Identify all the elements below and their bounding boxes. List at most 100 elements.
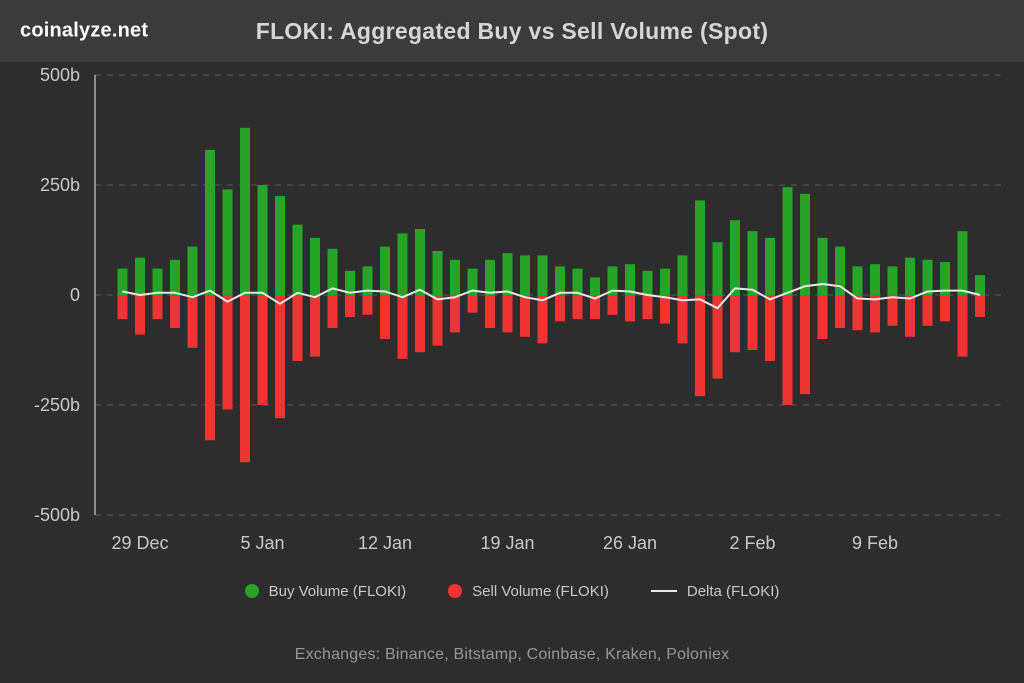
header: coinalyze.net FLOKI: Aggregated Buy vs S… bbox=[0, 0, 1024, 62]
buy-bar bbox=[292, 224, 303, 295]
brand-logo[interactable]: coinalyze.net bbox=[20, 19, 149, 42]
sell-bar bbox=[800, 295, 810, 394]
buy-volume-swatch-icon bbox=[244, 584, 259, 598]
buy-bar bbox=[572, 268, 583, 295]
buy-bar bbox=[625, 264, 635, 295]
buy-bar bbox=[152, 268, 163, 295]
sell-bar bbox=[695, 295, 705, 397]
exchanges-note: Exchanges: Binance, Bitstamp, Coinbase, … bbox=[294, 646, 730, 663]
legend-label: Buy Volume (FLOKI) bbox=[268, 582, 407, 600]
buy-bar bbox=[415, 229, 425, 295]
buy-bar bbox=[170, 259, 180, 295]
sell-bar bbox=[870, 295, 880, 333]
legend: Buy Volume (FLOKI) Sell Volume (FLOKI) D… bbox=[0, 578, 1024, 604]
sell-bar bbox=[852, 295, 863, 331]
sell-bar bbox=[537, 295, 548, 344]
legend-item-buy-volume[interactable]: Buy Volume (FLOKI) bbox=[244, 582, 407, 600]
buy-bar bbox=[257, 185, 268, 295]
buy-bar bbox=[922, 259, 933, 295]
y-tick-label: 250b bbox=[40, 175, 80, 195]
chart-title: FLOKI: Aggregated Buy vs Sell Volume (Sp… bbox=[255, 17, 769, 44]
sell-bar bbox=[257, 295, 268, 405]
buy-bar bbox=[135, 257, 145, 295]
sell-bar bbox=[590, 295, 600, 320]
buy-bar bbox=[327, 248, 338, 295]
sell-bar bbox=[520, 295, 530, 337]
sell-bar bbox=[712, 295, 723, 379]
buy-bar bbox=[782, 187, 793, 295]
buy-bar bbox=[957, 231, 968, 295]
sell-bar bbox=[782, 295, 793, 405]
y-tick-label: -250b bbox=[34, 395, 80, 415]
buy-bar bbox=[747, 231, 758, 295]
buy-bar bbox=[397, 233, 408, 295]
sell-bar bbox=[450, 295, 460, 333]
buy-bar bbox=[905, 257, 915, 295]
legend-item-sell-volume[interactable]: Sell Volume (FLOKI) bbox=[448, 583, 609, 600]
sell-bar bbox=[957, 295, 968, 357]
buy-bar bbox=[835, 246, 845, 295]
chart-area: 500b 250b 0 -250b -500b 29 Dec 5 Jan 12 Jan 19 J… bbox=[0, 62, 1024, 562]
buy-bar bbox=[187, 246, 198, 295]
x-tick-label: 19 Jan bbox=[480, 533, 534, 553]
legend-item-delta[interactable]: Delta (FLOKI) bbox=[650, 583, 779, 600]
sell-bar bbox=[415, 295, 425, 353]
buy-bar bbox=[117, 268, 128, 295]
buy-bar bbox=[887, 266, 898, 295]
buy-bar bbox=[940, 262, 950, 295]
sell-bar bbox=[975, 295, 985, 317]
sell-bar bbox=[380, 295, 390, 339]
sell-bar bbox=[170, 295, 180, 328]
buy-bar bbox=[677, 255, 688, 295]
sell-bar bbox=[625, 295, 635, 322]
sell-bar bbox=[730, 295, 740, 353]
sell-bar bbox=[555, 295, 565, 322]
buy-bar bbox=[817, 237, 828, 295]
buy-bar bbox=[520, 255, 530, 295]
x-tick-label: 9 Feb bbox=[852, 533, 898, 553]
sell-bar bbox=[135, 295, 145, 335]
sell-bar bbox=[362, 295, 373, 315]
buy-bar bbox=[240, 127, 250, 295]
buy-bar bbox=[380, 246, 390, 295]
y-tick-label: 0 bbox=[70, 285, 80, 305]
x-tick-label: 5 Jan bbox=[240, 533, 284, 553]
buy-sell-volume-chart: 500b 250b 0 -250b -500b 29 Dec 5 Jan 12 Jan 19 J… bbox=[34, 65, 1006, 553]
buy-bar bbox=[695, 200, 705, 295]
sell-bar bbox=[485, 295, 495, 328]
legend-label: Sell Volume (FLOKI) bbox=[472, 582, 609, 600]
buy-bar bbox=[712, 242, 723, 295]
y-tick-label: 500b bbox=[40, 65, 80, 85]
sell-bar bbox=[905, 295, 915, 337]
sell-bar bbox=[187, 295, 198, 348]
page: coinalyze.net FLOKI: Aggregated Buy vs S… bbox=[0, 0, 1024, 663]
buy-bar bbox=[485, 259, 495, 295]
buy-bar bbox=[310, 237, 320, 295]
buy-bar bbox=[467, 268, 478, 295]
sell-bar bbox=[467, 295, 478, 313]
delta-line-swatch-icon bbox=[650, 590, 677, 592]
buy-bar bbox=[765, 237, 775, 295]
sell-bar bbox=[835, 295, 845, 328]
sell-bar bbox=[940, 295, 950, 322]
sell-volume-swatch-icon bbox=[448, 584, 463, 598]
buy-bar bbox=[222, 189, 233, 295]
sell-bar bbox=[502, 295, 513, 333]
sell-bar bbox=[817, 295, 828, 339]
buy-bar bbox=[607, 266, 618, 295]
sell-bar bbox=[152, 295, 163, 320]
delta-line bbox=[122, 283, 981, 310]
buy-bar bbox=[642, 270, 653, 295]
sell-bar bbox=[642, 295, 653, 320]
sell-bar bbox=[432, 295, 443, 346]
sell-bar bbox=[922, 295, 933, 326]
buy-bar bbox=[205, 149, 215, 295]
buy-bar bbox=[730, 220, 740, 295]
sell-bar bbox=[205, 295, 215, 441]
x-tick-label: 12 Jan bbox=[358, 533, 412, 553]
sell-bar bbox=[222, 295, 233, 410]
sell-bar bbox=[275, 295, 285, 419]
sell-bar bbox=[887, 295, 898, 326]
buy-bar bbox=[870, 264, 880, 295]
buy-bar bbox=[432, 251, 443, 295]
